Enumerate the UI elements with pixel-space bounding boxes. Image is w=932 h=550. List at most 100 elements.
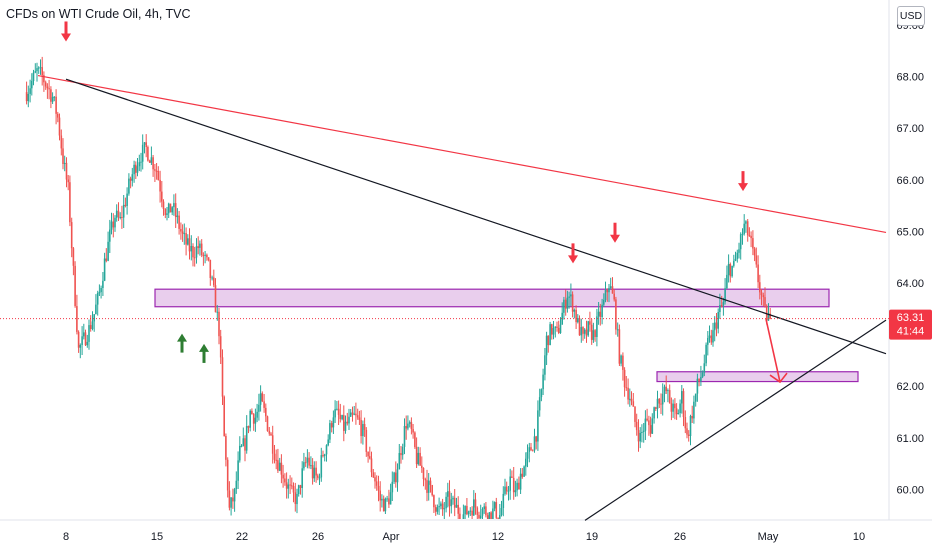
candle-body [629, 398, 631, 400]
candle-body [268, 430, 271, 434]
candle-body [615, 299, 617, 330]
candle-body [58, 117, 61, 136]
symbol-title[interactable]: CFDs on WTI Crude Oil, 4h, TVC [6, 7, 191, 21]
candle-body [691, 416, 693, 419]
currency-button[interactable]: USD [897, 6, 925, 26]
candle-body [611, 286, 614, 294]
candle-body [453, 497, 456, 508]
candle-body [609, 286, 612, 289]
candle-body [445, 496, 447, 509]
candle-body [518, 482, 520, 490]
candle-body [693, 401, 695, 419]
candle-body [464, 505, 466, 515]
candle-body [552, 328, 555, 335]
candle-body [69, 182, 71, 223]
candle-body [344, 421, 347, 431]
candle-body [213, 277, 215, 286]
candle-body [318, 477, 321, 479]
candle-body [492, 508, 494, 519]
candle-body [219, 336, 222, 358]
candle-body [353, 413, 355, 415]
candle-body [284, 478, 286, 483]
candle-body [703, 363, 706, 373]
x-tick-label: Apr [382, 531, 399, 543]
candle-body [187, 238, 189, 245]
price-badge: 63.31 41:44 [889, 309, 932, 340]
candle-body [443, 508, 446, 510]
candle-body [585, 329, 588, 336]
candle-body [329, 423, 331, 440]
candle-body [306, 457, 309, 463]
candle-body [457, 504, 459, 514]
candle-body [759, 282, 761, 293]
candle-body [436, 507, 439, 512]
candle-body [50, 89, 52, 102]
candle-body [684, 417, 687, 429]
candle-body [750, 235, 752, 239]
candle-body [195, 246, 198, 258]
candle-body [256, 411, 258, 418]
candle-body [648, 420, 650, 426]
price-badge-price: 63.31 [897, 312, 925, 324]
candle-body [698, 378, 700, 381]
candle-body [485, 506, 487, 516]
candle-body [57, 113, 59, 118]
candle-body [575, 309, 577, 323]
candle-body [301, 468, 303, 488]
candle-body [505, 486, 508, 492]
candle-body [597, 311, 600, 317]
candle-body [285, 482, 288, 489]
candle-body [490, 512, 492, 519]
candle-body [596, 316, 598, 337]
candle-body [86, 341, 89, 346]
candle-body [417, 452, 420, 465]
candle-body [580, 327, 583, 336]
candle-body [731, 265, 733, 277]
candle-body [696, 378, 699, 394]
candle-body [440, 503, 442, 507]
candle-body [646, 418, 648, 421]
trendline-ascending-black [584, 319, 887, 521]
candle-body [473, 499, 475, 516]
candle-body [244, 438, 246, 451]
candle-body [767, 313, 770, 321]
candle-body [232, 497, 234, 502]
candle-body [672, 403, 674, 412]
candle-body [608, 288, 610, 293]
candle-body [27, 93, 30, 102]
candle-body [561, 312, 563, 325]
candle-body [710, 335, 713, 343]
x-tick-label: 19 [586, 531, 598, 543]
candle-body [221, 357, 224, 397]
candle-body [535, 436, 537, 442]
candle-body [150, 157, 153, 163]
candle-body [483, 506, 485, 509]
y-tick-label: 68.00 [896, 72, 924, 84]
down-arrow-head [610, 234, 620, 243]
candle-body [521, 473, 524, 477]
x-tick-label: 22 [236, 531, 248, 543]
x-tick-label: 10 [853, 531, 865, 543]
candle-body [216, 311, 219, 313]
candle-body [476, 507, 479, 515]
candle-body [225, 436, 227, 460]
candle-body [514, 490, 517, 493]
candle-body [275, 459, 277, 461]
candle-body [226, 459, 229, 491]
candle-body [240, 445, 243, 447]
candle-body [228, 490, 231, 508]
candle-body [70, 222, 73, 249]
candle-body [655, 407, 657, 409]
candle-body [247, 426, 250, 428]
candle-body [254, 417, 257, 424]
candle-body [481, 509, 484, 516]
x-tick-label: 12 [492, 531, 504, 543]
candle-body [738, 249, 740, 253]
candle-body [207, 257, 210, 260]
candle-body [722, 302, 725, 306]
candle-body [377, 485, 380, 491]
candle-body [748, 235, 751, 237]
candle-body [261, 393, 264, 402]
projection-arrow-icon [765, 318, 788, 384]
